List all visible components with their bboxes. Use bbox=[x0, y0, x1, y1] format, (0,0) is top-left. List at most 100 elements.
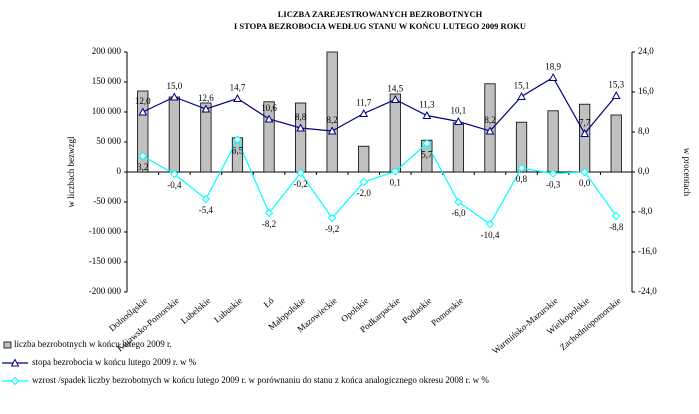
x-tick-label: Podlaskie bbox=[400, 295, 433, 325]
data-label: -8,8 bbox=[609, 222, 624, 232]
data-label: -0,4 bbox=[167, 180, 182, 190]
y2-tick-label: 0,0 bbox=[638, 166, 650, 176]
line-marker bbox=[611, 90, 621, 99]
data-label: 10,6 bbox=[261, 103, 277, 113]
bar bbox=[389, 93, 401, 173]
y2-tick-label: 24,0 bbox=[638, 46, 654, 56]
line-marker bbox=[422, 110, 432, 119]
data-label: -10,4 bbox=[481, 230, 500, 240]
bar bbox=[547, 110, 559, 173]
y-tick-label: -200 000 bbox=[89, 286, 122, 296]
line-marker bbox=[170, 169, 179, 179]
y-axis-label: w liczbach bezwzgl bbox=[66, 136, 76, 207]
line-marker bbox=[580, 167, 589, 177]
legend-label: stopa bezrobocia w końcu lutego 2009 r. … bbox=[32, 357, 197, 367]
y2-tick-label: -8,0 bbox=[638, 206, 653, 216]
line-marker bbox=[327, 126, 337, 135]
y-tick-label: 50 000 bbox=[96, 136, 121, 146]
data-label: -6,0 bbox=[451, 208, 466, 218]
line-marker bbox=[233, 135, 242, 144]
line-marker bbox=[391, 167, 400, 176]
line-marker bbox=[233, 93, 242, 102]
data-label: -0,2 bbox=[293, 179, 307, 189]
line-marker bbox=[454, 116, 463, 125]
y-tick-label: -150 000 bbox=[89, 256, 122, 266]
x-tick-label: Łó bbox=[262, 295, 276, 309]
data-label: 7,7 bbox=[579, 118, 591, 128]
bar bbox=[579, 103, 591, 173]
line-marker bbox=[327, 213, 337, 223]
x-tick-label: Lubelskie bbox=[179, 295, 213, 325]
data-label: 3,2 bbox=[137, 162, 148, 172]
legend-swatch bbox=[3, 341, 12, 349]
data-label: -8,2 bbox=[262, 219, 276, 229]
data-label: 12,6 bbox=[198, 93, 214, 103]
data-label: 8,2 bbox=[327, 115, 338, 125]
bar bbox=[358, 145, 370, 173]
line-marker bbox=[517, 91, 526, 100]
legend-marker bbox=[10, 358, 20, 367]
line-marker bbox=[201, 194, 211, 204]
data-label: 14,5 bbox=[387, 84, 403, 94]
y2-tick-label: 8,0 bbox=[638, 126, 650, 136]
line-marker bbox=[170, 92, 179, 101]
data-label: 18,9 bbox=[545, 62, 561, 72]
bar bbox=[452, 122, 465, 173]
data-label: -9,2 bbox=[325, 224, 339, 234]
chart-subtitle: I STOPA BEZROBOCIA WEDŁUG STANU W KOŃCU … bbox=[234, 21, 526, 31]
y-tick-label: 150 000 bbox=[92, 76, 122, 86]
line-marker bbox=[138, 107, 148, 116]
line-marker bbox=[580, 128, 589, 137]
bar bbox=[610, 114, 622, 173]
x-tick-label: Pomorskie bbox=[429, 295, 465, 327]
line-marker bbox=[201, 104, 211, 113]
line-marker bbox=[485, 126, 495, 135]
x-tick-label: Lubuskie bbox=[212, 295, 244, 324]
data-label: 5,7 bbox=[421, 150, 433, 160]
line-marker bbox=[296, 168, 305, 178]
line-marker bbox=[264, 114, 274, 123]
y2-axis-label: w procentach bbox=[682, 148, 692, 197]
y2-tick-label: -16,0 bbox=[638, 246, 657, 256]
line-marker bbox=[517, 163, 526, 173]
data-label: 14,7 bbox=[230, 83, 246, 93]
line bbox=[142, 76, 617, 135]
data-label: 15,3 bbox=[608, 80, 624, 90]
y-tick-label: 100 000 bbox=[92, 106, 122, 116]
data-label: -2,0 bbox=[357, 188, 372, 198]
x-tick-label: Zachodniopomorskie bbox=[558, 295, 623, 352]
legend-marker bbox=[10, 376, 20, 386]
data-label: -0,3 bbox=[546, 180, 561, 190]
data-label: 8,8 bbox=[295, 112, 307, 122]
line-marker bbox=[548, 169, 558, 178]
bar bbox=[168, 96, 180, 173]
chart-title: LICZBA ZAREJESTROWANYCH BEZROBOTNYCH bbox=[278, 9, 483, 19]
line-marker bbox=[612, 211, 621, 221]
data-label: 11,7 bbox=[356, 98, 372, 108]
legend-label: liczba bezrobotnych w końcu lutego 2009 … bbox=[14, 339, 172, 349]
y2-tick-label: 16,0 bbox=[638, 86, 654, 96]
line-marker bbox=[422, 139, 432, 148]
bar bbox=[137, 90, 149, 173]
y-tick-label: 200 000 bbox=[92, 46, 122, 56]
line-marker bbox=[138, 151, 147, 161]
y-tick-label: -100 000 bbox=[89, 226, 122, 236]
data-label: 0,0 bbox=[579, 178, 591, 188]
line-marker bbox=[296, 123, 305, 132]
line-marker bbox=[485, 219, 495, 229]
line-marker bbox=[454, 197, 463, 207]
line-marker bbox=[359, 177, 368, 187]
data-label: 0,1 bbox=[390, 178, 401, 188]
line-marker bbox=[548, 72, 558, 81]
bar bbox=[200, 102, 212, 173]
data-label: -5,4 bbox=[199, 205, 214, 215]
data-label: 8,2 bbox=[484, 115, 495, 125]
line-marker bbox=[390, 94, 400, 103]
data-label: 10,1 bbox=[451, 106, 467, 116]
data-label: 0,8 bbox=[516, 174, 528, 184]
line bbox=[142, 138, 617, 225]
data-label: 15,1 bbox=[514, 81, 530, 91]
data-label: 15,0 bbox=[166, 81, 182, 91]
line-marker bbox=[264, 208, 274, 218]
